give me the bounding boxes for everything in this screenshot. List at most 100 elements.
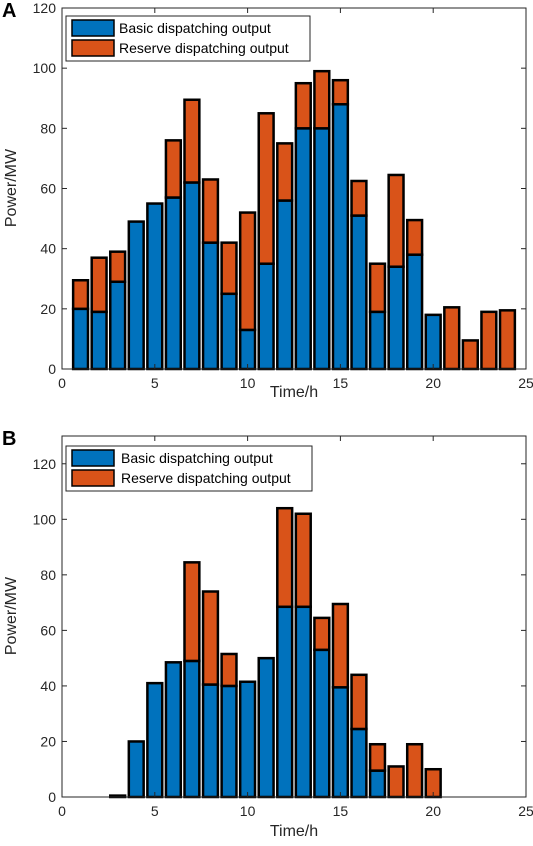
bar-reserve bbox=[220, 652, 238, 688]
panel-b-legend-label-basic: Basic dispatching output bbox=[121, 450, 273, 466]
panel-b-legend-swatch-basic bbox=[71, 449, 115, 467]
bar-basic bbox=[331, 103, 350, 371]
panel-a-legend-swatch-basic bbox=[71, 19, 115, 37]
bar-reserve bbox=[276, 142, 294, 202]
bar-reserve bbox=[90, 256, 108, 314]
bar-reserve bbox=[331, 78, 350, 106]
bar-basic bbox=[164, 196, 183, 371]
x-tick-label: 25 bbox=[518, 803, 533, 819]
bar-reserve bbox=[480, 310, 498, 371]
y-tick-label: 120 bbox=[33, 456, 57, 472]
panel-b-legend-label-reserve: Reserve dispatching output bbox=[121, 470, 291, 486]
bar-reserve bbox=[350, 673, 368, 731]
panel-b-legend-swatch-reserve bbox=[71, 469, 115, 487]
panel-a-legend-label-basic: Basic dispatching output bbox=[119, 20, 271, 36]
panel-b-label: B bbox=[2, 428, 16, 450]
x-tick-label: 15 bbox=[333, 803, 349, 819]
bar-reserve bbox=[331, 602, 350, 689]
panel-b: B 0 5 10 15 20 25 0 20 40 60 80 100 120 Time/h Power… bbox=[2, 428, 533, 840]
bar-reserve bbox=[294, 512, 312, 609]
y-tick-label: 60 bbox=[40, 181, 56, 197]
panel-b-bars bbox=[109, 506, 442, 799]
y-tick-label: 80 bbox=[40, 120, 56, 136]
bar-reserve bbox=[405, 218, 424, 256]
x-tick-label: 10 bbox=[240, 375, 256, 391]
bar-basic bbox=[238, 328, 257, 371]
bar-basic bbox=[331, 686, 350, 799]
bar-basic bbox=[424, 313, 442, 371]
panel-b-ticks: 0 5 10 15 20 25 0 20 40 60 80 100 120 bbox=[33, 436, 533, 819]
bar-reserve bbox=[238, 211, 257, 332]
x-tick-label: 0 bbox=[58, 803, 66, 819]
panel-b-frame bbox=[61, 435, 527, 798]
x-tick-label: 25 bbox=[518, 375, 533, 391]
bar-basic bbox=[127, 220, 145, 371]
panel-a-ticks: 0 5 10 15 20 25 0 20 40 60 80 100 120 bbox=[33, 0, 533, 391]
panel-a: A 0 5 10 15 20 25 0 20 40 60 80 100 120 Time/h Power… bbox=[2, 0, 533, 401]
bar-basic bbox=[146, 202, 164, 371]
bar-basic bbox=[294, 605, 312, 799]
bar-basic bbox=[368, 310, 387, 371]
bar-reserve bbox=[183, 98, 201, 184]
bar-basic bbox=[109, 280, 127, 371]
y-tick-label: 100 bbox=[33, 511, 57, 527]
bar-basic bbox=[276, 199, 294, 371]
bar-reserve bbox=[294, 81, 312, 130]
y-tick-label: 0 bbox=[48, 361, 56, 377]
bar-reserve bbox=[387, 765, 405, 799]
bar-reserve bbox=[405, 742, 424, 799]
x-tick-label: 20 bbox=[425, 375, 441, 391]
panel-a-ylabel: Power/MW bbox=[3, 148, 20, 227]
y-tick-label: 60 bbox=[40, 622, 56, 638]
x-tick-label: 20 bbox=[425, 803, 441, 819]
bar-basic bbox=[294, 127, 312, 371]
panel-a-bars bbox=[71, 69, 517, 371]
bar-reserve bbox=[368, 262, 387, 314]
bar-basic bbox=[127, 740, 145, 799]
bar-reserve bbox=[109, 250, 127, 284]
bar-basic bbox=[238, 680, 257, 799]
x-tick-label: 0 bbox=[58, 375, 66, 391]
bar-reserve bbox=[201, 590, 220, 686]
y-tick-label: 80 bbox=[40, 567, 56, 583]
x-tick-label: 5 bbox=[151, 803, 159, 819]
bar-basic bbox=[146, 681, 164, 799]
panel-a-legend-label-reserve: Reserve dispatching output bbox=[119, 40, 289, 56]
y-tick-label: 20 bbox=[40, 733, 56, 749]
bar-basic bbox=[183, 659, 201, 799]
panel-a-label: A bbox=[2, 0, 16, 22]
bar-reserve bbox=[443, 306, 461, 371]
panel-b-legend: Basic dispatching output Reserve dispatc… bbox=[65, 445, 313, 492]
bar-basic bbox=[201, 241, 220, 371]
panel-a-legend: Basic dispatching output Reserve dispatc… bbox=[65, 15, 311, 62]
bar-basic bbox=[313, 127, 331, 371]
bar-basic bbox=[164, 661, 183, 799]
y-tick-label: 120 bbox=[33, 0, 57, 16]
bar-basic bbox=[350, 214, 368, 371]
bar-reserve bbox=[220, 241, 238, 296]
y-tick-label: 40 bbox=[40, 241, 56, 257]
panel-a-frame bbox=[61, 7, 527, 370]
panel-b-plot-area bbox=[62, 436, 526, 797]
bar-basic bbox=[387, 265, 405, 371]
panel-a-legend-swatch-reserve bbox=[71, 39, 115, 57]
bar-basic bbox=[368, 769, 387, 799]
bar-basic bbox=[405, 253, 424, 371]
bar-reserve bbox=[313, 69, 331, 130]
bar-reserve bbox=[276, 506, 294, 609]
bar-reserve bbox=[164, 139, 183, 199]
bar-reserve bbox=[201, 178, 220, 244]
y-tick-label: 100 bbox=[33, 60, 57, 76]
bar-basic bbox=[201, 683, 220, 799]
bar-basic bbox=[220, 292, 238, 371]
panel-b-ylabel: Power/MW bbox=[3, 576, 20, 655]
bar-reserve bbox=[387, 173, 405, 268]
bar-reserve bbox=[498, 309, 517, 371]
bar-reserve bbox=[350, 179, 368, 217]
bar-basic bbox=[71, 307, 90, 371]
bar-reserve bbox=[183, 561, 201, 663]
bar-reserve bbox=[257, 112, 275, 265]
bar-reserve bbox=[313, 616, 331, 652]
y-tick-label: 20 bbox=[40, 301, 56, 317]
